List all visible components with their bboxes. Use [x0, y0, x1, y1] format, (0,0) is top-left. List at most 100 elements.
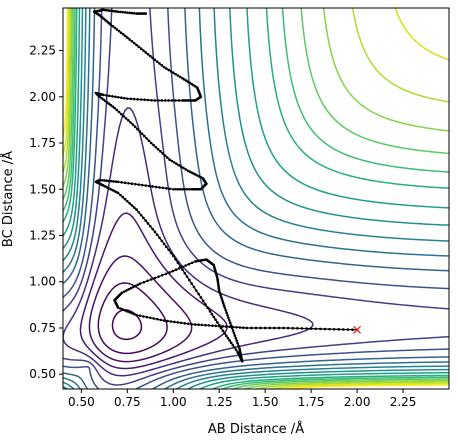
trajectory-point — [132, 97, 136, 101]
trajectory-point — [171, 269, 175, 273]
trajectory-point — [305, 327, 308, 330]
trajectory-point — [204, 323, 207, 327]
trajectory-point — [117, 29, 121, 33]
trajectory-point — [176, 261, 180, 265]
trajectory-point — [296, 327, 299, 330]
trajectory-point — [169, 320, 173, 323]
trajectory-point — [204, 303, 207, 306]
trajectory-point — [181, 265, 184, 269]
trajectory-point — [235, 325, 238, 329]
trajectory-point — [147, 139, 151, 142]
trajectory-point — [154, 145, 158, 149]
trajectory-point — [136, 98, 139, 101]
trajectory-point — [229, 341, 233, 345]
trajectory-point — [143, 98, 146, 102]
trajectory-point — [206, 306, 210, 310]
trajectory-point — [167, 248, 170, 252]
trajectory-point — [174, 268, 178, 272]
trajectory-point — [132, 41, 136, 45]
trajectory-point — [139, 213, 143, 217]
trajectory-point — [128, 38, 131, 41]
trajectory-point — [166, 319, 169, 323]
x-tick-label: 1.75 — [298, 395, 325, 409]
trajectory-point — [234, 348, 238, 352]
trajectory-point — [113, 106, 116, 110]
trajectory-point — [162, 319, 166, 322]
trajectory-point — [169, 251, 173, 255]
trajectory-point — [155, 233, 159, 237]
end-marker-layer — [353, 325, 362, 334]
trajectory-point — [119, 31, 123, 35]
trajectory-point — [199, 296, 203, 299]
trajectory-point — [166, 156, 169, 159]
trajectory-point — [131, 123, 135, 126]
trajectory-point — [273, 326, 276, 330]
trajectory-point — [165, 187, 168, 190]
trajectory-point — [112, 180, 115, 183]
trajectory-point — [268, 326, 272, 330]
trajectory-point — [126, 310, 129, 313]
trajectory-point — [300, 327, 304, 330]
trajectory-point — [237, 344, 240, 348]
trajectory-point — [197, 292, 200, 296]
end-marker — [353, 325, 362, 334]
trajectory-point — [133, 125, 137, 129]
contour-line — [63, 8, 449, 389]
trajectory-point — [140, 183, 144, 187]
trajectory-point — [105, 94, 108, 97]
trajectory-point — [135, 313, 138, 317]
trajectory-point — [309, 327, 313, 330]
trajectory-point — [176, 187, 180, 191]
trajectory-point — [145, 315, 149, 319]
trajectory-point — [103, 179, 106, 182]
trajectory-point — [223, 306, 227, 309]
trajectory-point — [128, 11, 131, 15]
trajectory-point — [168, 271, 171, 274]
trajectory-point — [159, 150, 162, 153]
trajectory-point — [171, 187, 175, 191]
trajectory-point — [210, 312, 214, 316]
trajectory-point — [142, 49, 145, 52]
trajectory-point — [223, 332, 227, 335]
trajectory-point — [216, 321, 219, 324]
trajectory-point — [234, 336, 238, 340]
trajectory-point — [225, 311, 228, 315]
trajectory-point — [159, 318, 162, 322]
trajectory-point — [314, 327, 318, 331]
trajectory-point — [235, 339, 238, 342]
y-axis-label: BC Distance /Å — [0, 151, 16, 247]
contour-lines — [63, 8, 449, 389]
trajectory-point — [123, 197, 127, 201]
trajectory-point — [177, 267, 181, 270]
trajectory-point — [188, 278, 191, 282]
trajectory-point — [167, 99, 170, 102]
trajectory-point — [121, 33, 125, 36]
trajectory-point — [177, 163, 181, 167]
trajectory-point — [346, 328, 350, 331]
trajectory-point — [162, 242, 166, 246]
trajectory-point — [342, 328, 345, 331]
trajectory-point — [238, 326, 242, 329]
trajectory-point — [228, 319, 231, 322]
trajectory-point — [142, 280, 146, 284]
trajectory-point — [105, 179, 108, 182]
trajectory-point — [126, 199, 129, 203]
trajectory-point — [168, 187, 172, 191]
trajectory-point — [183, 271, 187, 275]
trajectory-point — [165, 67, 168, 70]
trajectory-point — [156, 147, 160, 151]
trajectory-point — [139, 98, 143, 101]
trajectory-point — [154, 185, 158, 189]
trajectory-point — [145, 137, 148, 140]
trajectory-point — [130, 11, 134, 15]
trajectory-point — [176, 321, 180, 324]
trajectory-point — [220, 295, 223, 299]
x-tick-label: 1.50 — [252, 395, 279, 409]
trajectory-point — [129, 121, 132, 124]
trajectory-point — [212, 315, 216, 319]
trajectory-point — [150, 98, 153, 102]
trajectory-point — [129, 97, 133, 101]
trajectory-point — [178, 75, 182, 79]
trajectory-point — [242, 326, 245, 330]
